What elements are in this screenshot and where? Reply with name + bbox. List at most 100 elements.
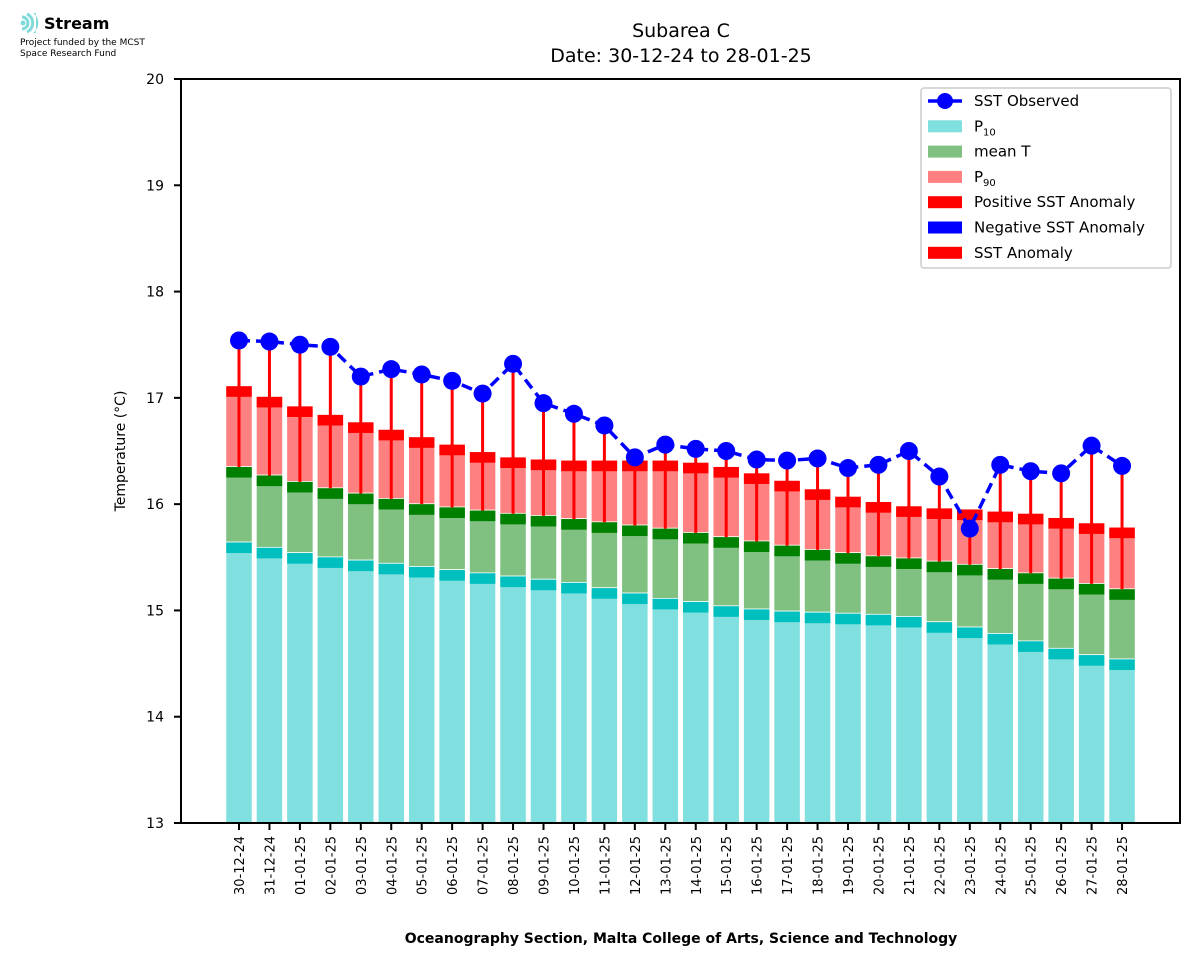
- x-tick-label: 02-01-25: [324, 836, 339, 895]
- sst-observed-point: [656, 435, 675, 454]
- x-tick-label: 03-01-25: [355, 836, 370, 895]
- p10-bar: [833, 612, 863, 824]
- x-tick-label: 12-01-25: [629, 836, 644, 895]
- p10-bar: [894, 616, 924, 824]
- p10-bar-band: [987, 633, 1013, 645]
- x-tick-label: 25-01-25: [1025, 836, 1040, 895]
- mean-bar-band: [530, 515, 557, 527]
- p10-bar-band: [226, 542, 252, 554]
- sst-observed-point: [564, 404, 583, 423]
- p10-bar: [1046, 647, 1076, 824]
- mean-bar-band: [439, 507, 465, 518]
- mean-bar-band: [408, 504, 435, 515]
- sst-observed-point: [504, 354, 523, 373]
- x-axis: 30-12-24 31-12-24 01-01-25 02-01-25 03-01-25…: [233, 823, 1131, 895]
- mean-bar-band: [743, 541, 770, 552]
- legend-label-subscript: 90: [983, 178, 996, 189]
- sst-observed-point: [321, 337, 340, 356]
- mean-bar-band: [500, 513, 526, 525]
- sst-observed-point: [473, 384, 492, 403]
- mean-bar: [651, 527, 680, 600]
- p10-bar-band: [500, 576, 526, 588]
- p10-bar: [377, 562, 406, 824]
- x-tick-label: 26-01-25: [1055, 836, 1070, 895]
- mean-bar-band: [774, 545, 800, 557]
- legend-swatch-icon: [928, 170, 962, 183]
- p10-bar: [529, 578, 558, 824]
- mean-bar-band: [652, 528, 679, 540]
- y-tick-label: 18: [146, 285, 164, 301]
- y-tick-label: 14: [146, 710, 164, 726]
- sst-observed-point: [930, 467, 949, 486]
- sst-observed-point: [625, 448, 644, 467]
- x-tick-label: 21-01-25: [903, 836, 918, 895]
- p10-bar-band: [774, 611, 800, 623]
- p10-bar: [437, 569, 467, 824]
- p10-bar: [803, 611, 832, 824]
- legend-label-text: P: [974, 117, 983, 135]
- legend-label: SST Observed: [974, 92, 1079, 110]
- p10-bar-band: [896, 616, 922, 628]
- x-tick-label: 18-01-25: [812, 836, 827, 895]
- mean-bar-band: [683, 532, 709, 544]
- mean-bar-band: [1078, 583, 1105, 595]
- mean-bar: [255, 474, 284, 549]
- sst-observed-point: [808, 449, 827, 468]
- sst-observed-point: [1021, 462, 1040, 481]
- p10-bar: [407, 566, 436, 824]
- mean-bar: [1046, 577, 1076, 650]
- mean-bar-band: [713, 537, 739, 548]
- legend-swatch-icon: [928, 246, 962, 259]
- p10-bar-band: [713, 606, 739, 617]
- p10-bar: [620, 592, 650, 824]
- p10-bar: [316, 556, 345, 824]
- p90-bar-band: [957, 509, 983, 521]
- sst-observed-point: [991, 455, 1010, 474]
- x-tick-label: 14-01-25: [690, 836, 705, 895]
- p10-bar-band: [561, 582, 587, 594]
- x-tick-label: 19-01-25: [842, 836, 857, 895]
- legend-swatch-icon: [928, 221, 962, 234]
- p10-bar-band: [287, 553, 313, 564]
- mean-bar: [711, 536, 741, 607]
- x-tick-label: 05-01-25: [416, 836, 431, 895]
- p10-bar-band: [1078, 655, 1105, 666]
- legend-label-text: Positive SST Anomaly: [974, 193, 1135, 211]
- y-axis: 13 14 15 16 17 18 19 20: [146, 72, 181, 832]
- logo-funding-line-1: Project funded by the MCST: [20, 38, 145, 48]
- sst-observed-point: [290, 335, 309, 354]
- x-tick-label: 15-01-25: [720, 836, 735, 895]
- x-tick-label: 08-01-25: [507, 836, 522, 895]
- x-tick-label: 22-01-25: [933, 836, 948, 895]
- mean-bar-band: [896, 558, 922, 569]
- p10-bar: [986, 633, 1015, 824]
- x-tick-label: 16-01-25: [751, 836, 766, 895]
- p10-bar: [468, 572, 497, 824]
- mean-bar-band: [378, 498, 404, 510]
- chart-title: Subarea C: [632, 20, 730, 42]
- mean-bar: [1077, 583, 1106, 656]
- legend-swatch-icon: [928, 120, 962, 133]
- p10-bar: [498, 575, 528, 824]
- x-tick-label: 09-01-25: [538, 836, 553, 895]
- sst-observed-point: [899, 442, 918, 460]
- p10-bar-band: [378, 563, 404, 575]
- x-tick-label: 10-01-25: [568, 836, 583, 895]
- mean-bar-band: [1048, 578, 1074, 590]
- y-tick-label: 13: [146, 816, 164, 832]
- mean-bar-band: [256, 475, 283, 487]
- sst-observed-point: [1113, 456, 1132, 475]
- p10-bar-band: [591, 588, 618, 599]
- y-tick-label: 15: [146, 603, 164, 619]
- mean-bar-band: [348, 493, 374, 505]
- p10-bar: [1107, 658, 1137, 824]
- p10-bar: [864, 613, 893, 824]
- mean-bar-band: [835, 553, 861, 564]
- anomaly-layer: [237, 340, 1124, 590]
- p10-bar-band: [469, 573, 496, 584]
- mean-bar-band: [926, 561, 953, 573]
- p10-bar-band: [1017, 641, 1044, 652]
- x-tick-label: 06-01-25: [446, 836, 461, 895]
- sst-observed-point: [717, 442, 736, 460]
- p10-bar: [742, 608, 771, 824]
